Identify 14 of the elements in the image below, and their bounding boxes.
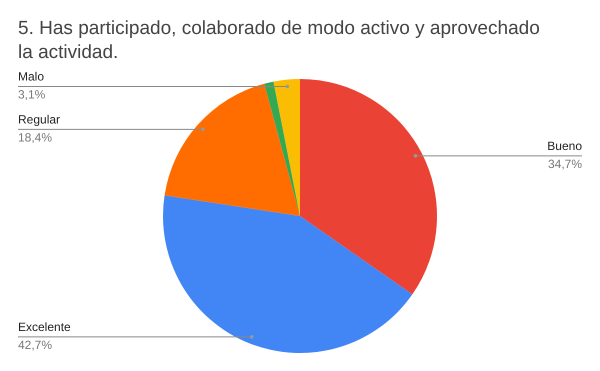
data-label: 3,1%: [18, 87, 46, 102]
slice-label: Bueno: [547, 138, 582, 153]
pie-slice: [273, 79, 300, 216]
data-label: 34,7%: [548, 156, 582, 171]
pie-slice: [164, 84, 300, 216]
slice-label: Malo: [18, 69, 44, 84]
slice-label: Excelente: [18, 320, 72, 334]
slice-label: Regular: [18, 112, 60, 126]
chart-title: 5. Has participado, colaborado de modo activo y aprovechado la actividad.: [18, 18, 540, 63]
pie-slice: [163, 195, 412, 353]
pie-slice: [264, 82, 300, 216]
data-label: 42,7%: [18, 338, 52, 352]
data-label: 18,4%: [18, 130, 52, 144]
pie-slice: [300, 79, 437, 294]
